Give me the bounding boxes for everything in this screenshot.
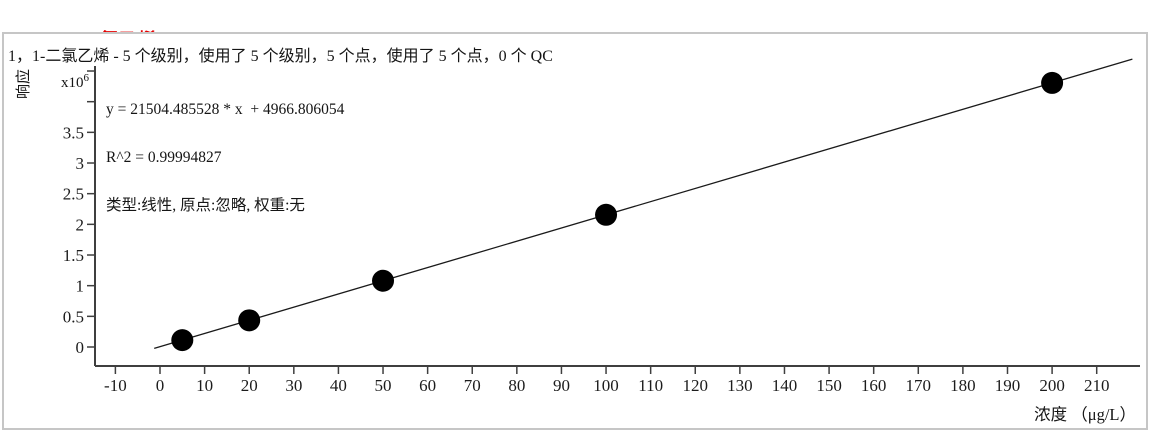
calibration-point[interactable] — [238, 309, 261, 332]
plot-frame: 1，1-二氯乙烯 - 5 个级别，使用了 5 个级别，5 个点，使用了 5 个点… — [2, 32, 1148, 430]
fit-type-info: 类型:线性, 原点:忽略, 权重:无 — [106, 197, 305, 214]
y-axis-title: 响应 — [16, 69, 32, 100]
calibration-point[interactable] — [1041, 71, 1064, 94]
fit-annotation: y = 21504.485528 * x + 4966.806054 R^2 =… — [106, 70, 344, 246]
calibration-point[interactable] — [595, 203, 618, 226]
calibration-point[interactable] — [171, 329, 194, 352]
calibration-point[interactable] — [372, 269, 395, 292]
calibration-summary: 1，1-二氯乙烯 - 5 个级别，使用了 5 个级别，5 个点，使用了 5 个点… — [8, 48, 553, 65]
r-squared-value: R^2 = 0.99994827 — [106, 149, 222, 166]
fit-equation: y = 21504.485528 * x + 4966.806054 — [106, 101, 345, 118]
y-axis-scale-label: x106 — [61, 72, 89, 91]
x-axis-title: 浓度 （μg/L） — [1034, 405, 1136, 424]
